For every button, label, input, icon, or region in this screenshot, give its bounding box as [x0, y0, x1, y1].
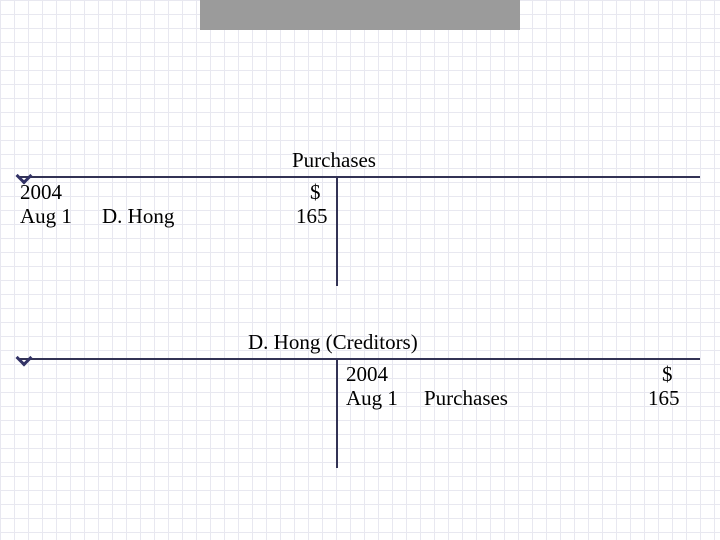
chevron-icon	[16, 350, 33, 367]
account-2-currency: $	[662, 362, 673, 387]
account-2-amount: 165	[648, 386, 680, 411]
account-1-desc: D. Hong	[102, 204, 174, 229]
title-shadow	[200, 0, 520, 30]
t-account-2-divider	[336, 358, 338, 468]
account-2-desc: Purchases	[424, 386, 508, 411]
account-1-date: Aug 1	[20, 204, 72, 229]
account-1-year: 2004	[20, 180, 62, 205]
account-2-year: 2004	[346, 362, 388, 387]
t-account-2-rule	[20, 358, 700, 360]
account-2-date: Aug 1	[346, 386, 398, 411]
account-1-currency: $	[310, 180, 321, 205]
account-1-title: Purchases	[292, 148, 376, 173]
account-1-amount: 165	[296, 204, 328, 229]
t-account-1-rule	[20, 176, 700, 178]
account-2-title: D. Hong (Creditors)	[248, 330, 418, 355]
t-account-1-divider	[336, 176, 338, 286]
